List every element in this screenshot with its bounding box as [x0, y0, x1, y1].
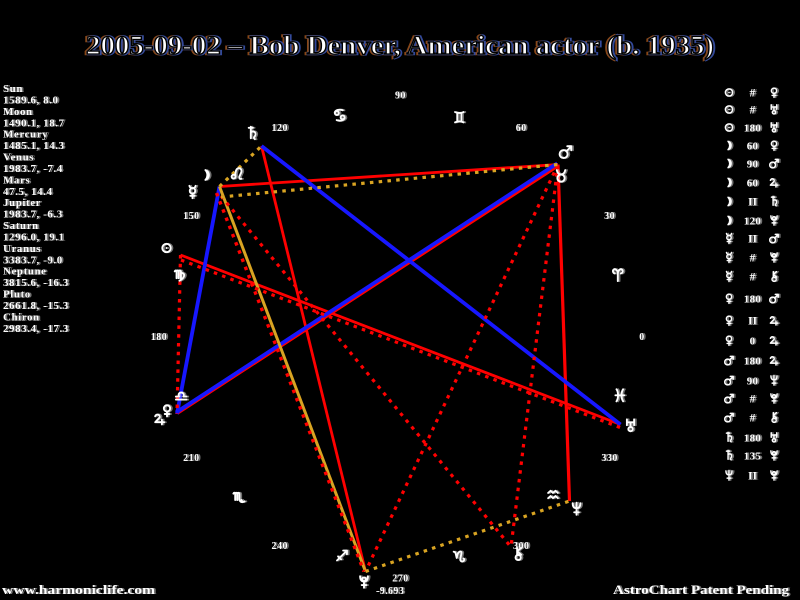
svg-text:2005-09-02 – Bob Denver, Ameri: 2005-09-02 – Bob Denver, American actor …: [87, 31, 715, 60]
svg-text:2005-09-02 – Bob Denver, Ameri: 2005-09-02 – Bob Denver, American actor …: [86, 31, 714, 60]
svg-text:2005-09-02 – Bob Denver, Ameri: 2005-09-02 – Bob Denver, American actor …: [86, 31, 714, 60]
svg-text:2005-09-02 – Bob Denver, Ameri: 2005-09-02 – Bob Denver, American actor …: [85, 31, 713, 60]
